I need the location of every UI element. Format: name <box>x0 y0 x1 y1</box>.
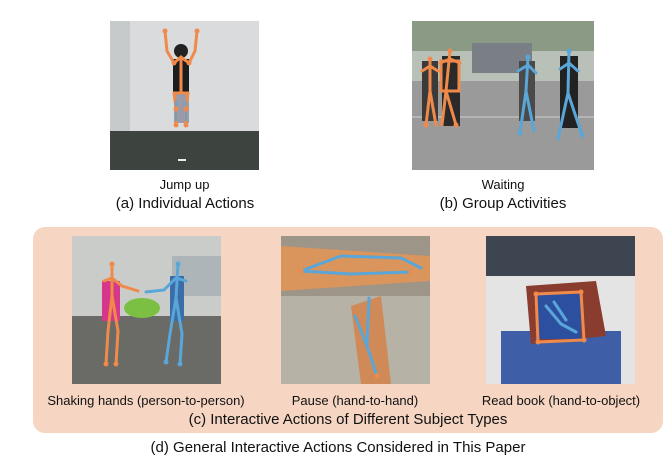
pause-label: Pause (hand-to-hand) <box>291 393 419 408</box>
jump-up-label: Jump up <box>159 177 210 192</box>
read-book-label: Read book (hand-to-object) <box>481 393 641 408</box>
group-activities-caption: (b) Group Activities <box>439 195 567 212</box>
figure-caption: (d) General Interactive Actions Consider… <box>150 439 526 456</box>
read-book-photo <box>486 236 635 384</box>
interactive-actions-caption: (c) Interactive Actions of Different Sub… <box>188 411 508 428</box>
waiting-label: Waiting <box>481 177 525 192</box>
individual-actions-caption: (a) Individual Actions <box>115 195 255 212</box>
shaking-hands-label: Shaking hands (person-to-person) <box>47 393 245 408</box>
jump-up-photo <box>110 21 259 170</box>
pause-photo <box>281 236 430 384</box>
waiting-photo <box>412 21 594 170</box>
shaking-hands-photo <box>72 236 221 384</box>
